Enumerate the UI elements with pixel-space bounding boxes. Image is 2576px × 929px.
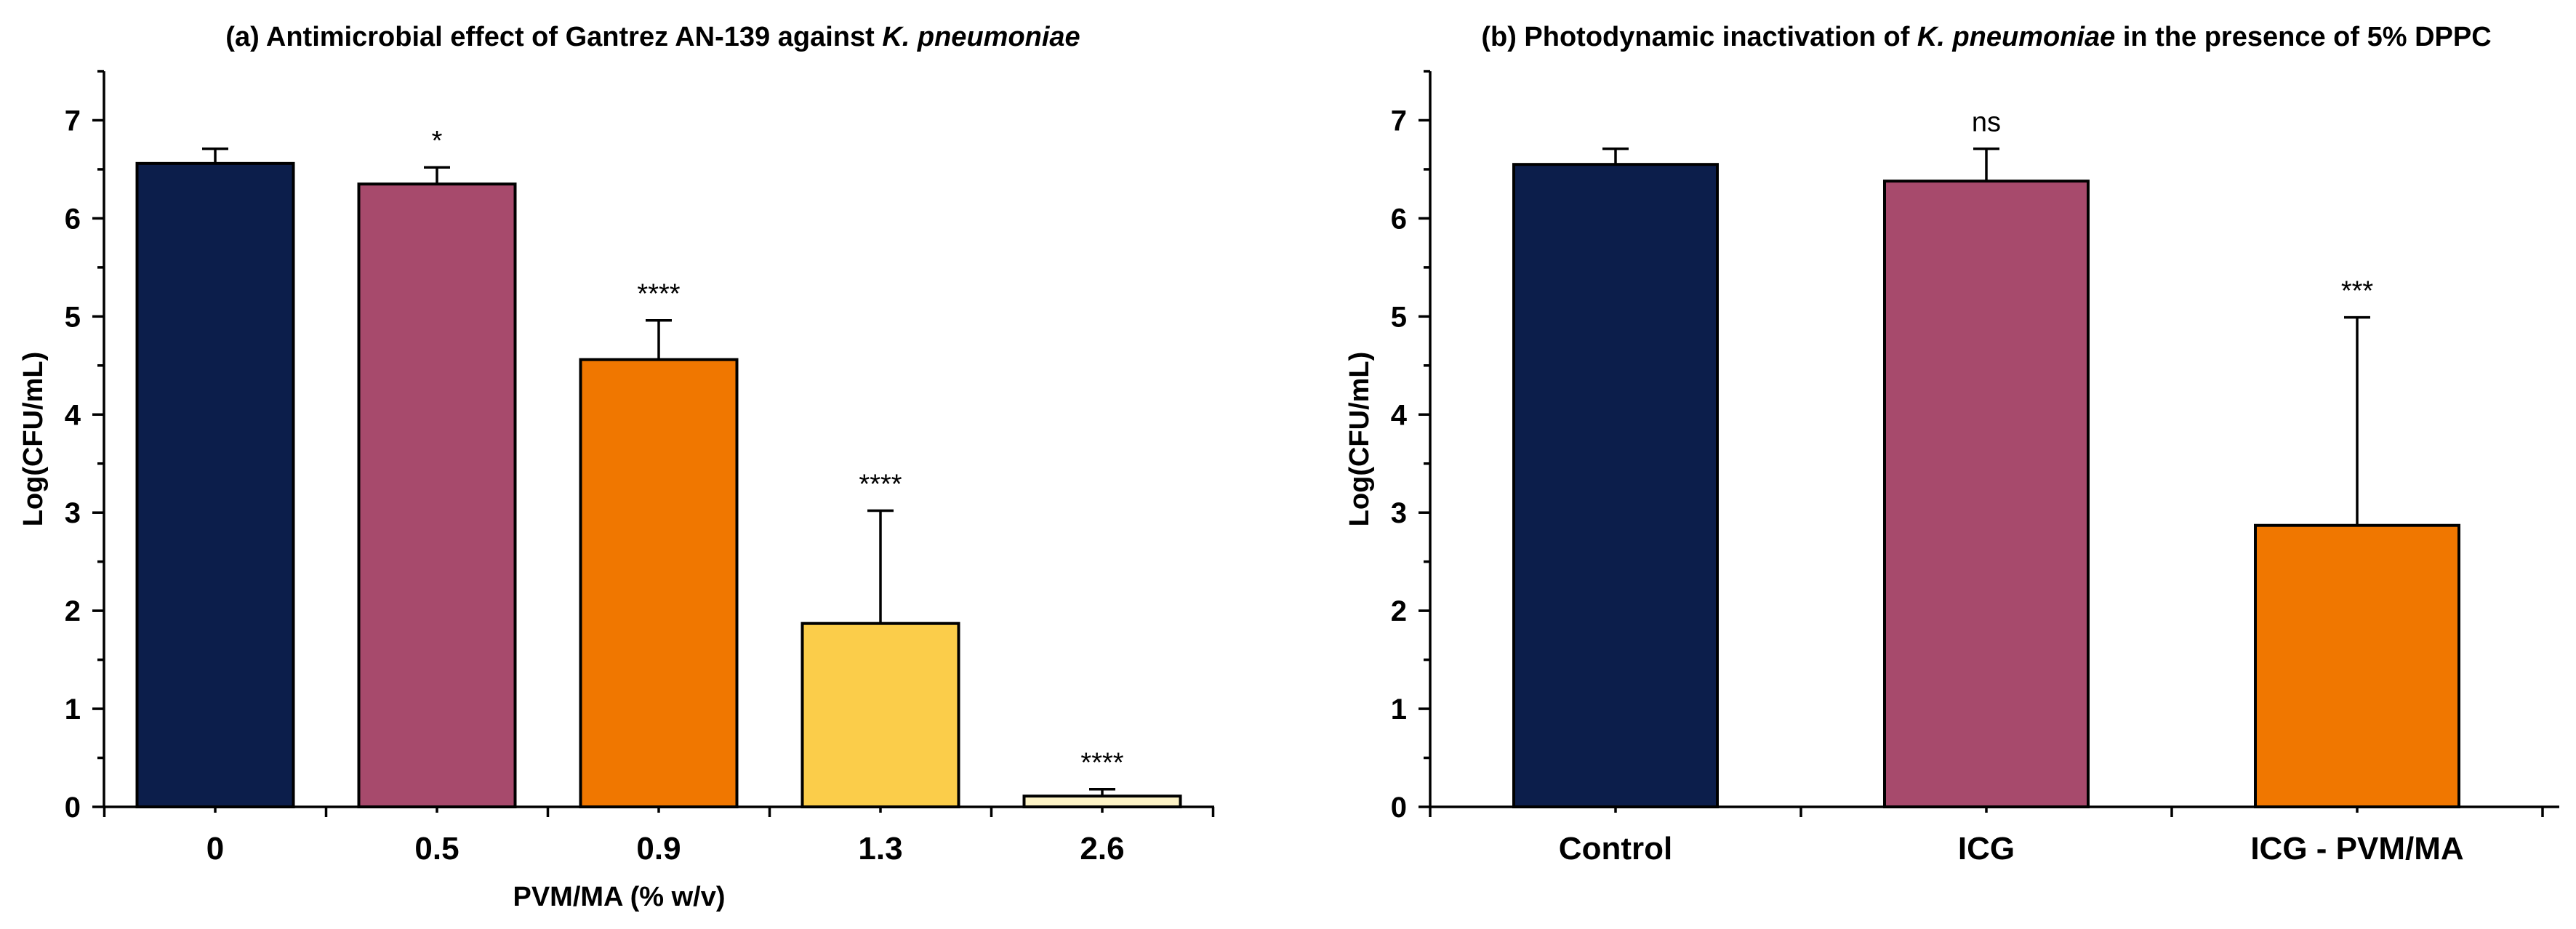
chart-title: (b) Photodynamic inactivation of K. pneu… — [1481, 22, 2491, 52]
y-axis-title: Log(CFU/mL) — [18, 352, 49, 527]
bar-icg-pvm-ma — [2254, 523, 2460, 808]
x-tick-label: 0 — [206, 831, 224, 866]
y-tick-label: 3 — [1391, 497, 1407, 529]
x-tick-label: ICG - PVM/MA — [2250, 831, 2463, 866]
significance-label: **** — [637, 279, 680, 310]
x-tick-label: 0.5 — [414, 831, 459, 866]
x-tick-label: 0.9 — [636, 831, 681, 866]
y-tick-label: 2 — [1391, 595, 1407, 627]
y-tick-label: 2 — [65, 595, 81, 627]
bar-0-5 — [357, 182, 517, 808]
x-tick-label: 1.3 — [858, 831, 902, 866]
y-tick-label: 6 — [1391, 203, 1407, 235]
chart-title-part: (b) Photodynamic inactivation of — [1481, 22, 1917, 52]
y-tick-label: 7 — [65, 105, 81, 137]
y-tick-label: 4 — [65, 399, 81, 431]
chart-title-part: K. pneumoniae — [882, 22, 1080, 52]
x-tick-label: ICG — [1958, 831, 2015, 866]
y-tick-label: 0 — [65, 792, 81, 824]
chart-title-part: (a) Antimicrobial effect of Gantrez AN-1… — [225, 22, 882, 52]
x-tick-label: 2.6 — [1080, 831, 1124, 866]
y-tick-label: 7 — [1391, 105, 1407, 137]
significance-label: **** — [859, 470, 902, 500]
y-tick-label: 4 — [1391, 399, 1408, 431]
y-tick-label: 1 — [65, 693, 81, 725]
y-tick-label: 5 — [1391, 301, 1407, 333]
bar-0-9 — [579, 358, 739, 809]
y-axis-title: Log(CFU/mL) — [1344, 352, 1375, 527]
significance-label: *** — [2341, 276, 2374, 307]
significance-label: ns — [1972, 108, 2001, 138]
x-tick-label: Control — [1559, 831, 1672, 866]
bar-1-3 — [801, 622, 960, 809]
significance-label: * — [432, 126, 443, 156]
significance-label: **** — [1080, 748, 1123, 779]
chart-title-part: in the presence of 5% DPPC — [2115, 22, 2491, 52]
y-tick-label: 0 — [1391, 792, 1407, 824]
bar-2-6 — [1022, 795, 1182, 809]
y-tick-label: 5 — [65, 301, 81, 333]
chart-panel-b: (b) Photodynamic inactivation of K. pneu… — [1344, 22, 2559, 866]
x-axis-title: PVM/MA (% w/v) — [513, 882, 725, 912]
chart-panel-a: (a) Antimicrobial effect of Gantrez AN-1… — [18, 22, 1215, 912]
y-tick-label: 1 — [1391, 693, 1407, 725]
bar-control — [1512, 163, 1719, 809]
bar-0 — [135, 161, 295, 808]
bar-icg — [1883, 180, 2090, 809]
chart-title: (a) Antimicrobial effect of Gantrez AN-1… — [225, 22, 1080, 52]
chart-title-part: K. pneumoniae — [1917, 22, 2115, 52]
y-tick-label: 3 — [65, 497, 81, 529]
y-tick-label: 6 — [65, 203, 81, 235]
